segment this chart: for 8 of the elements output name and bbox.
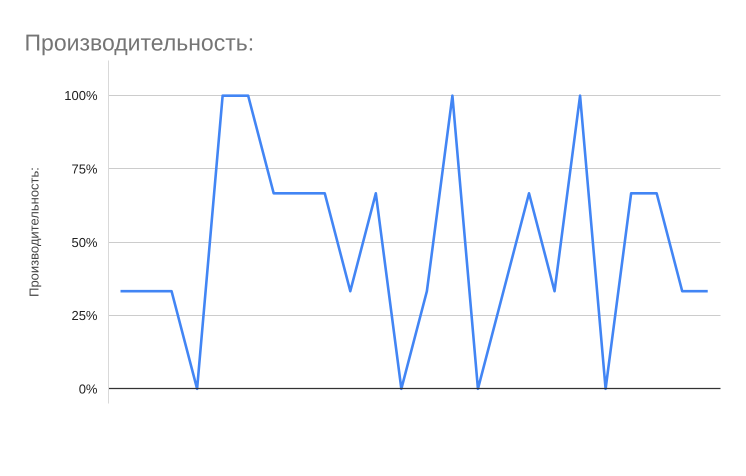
y-tick-label: 25% [71, 308, 98, 324]
y-tick-label: 50% [71, 234, 98, 250]
y-tick-label: 0% [78, 381, 98, 396]
y-tick-label: 100% [64, 88, 98, 104]
y-tick-label: 75% [71, 161, 98, 176]
y-axis-title: Производительность: [26, 167, 42, 297]
chart-title: Производительность: [24, 30, 254, 56]
line-series [119, 94, 710, 390]
